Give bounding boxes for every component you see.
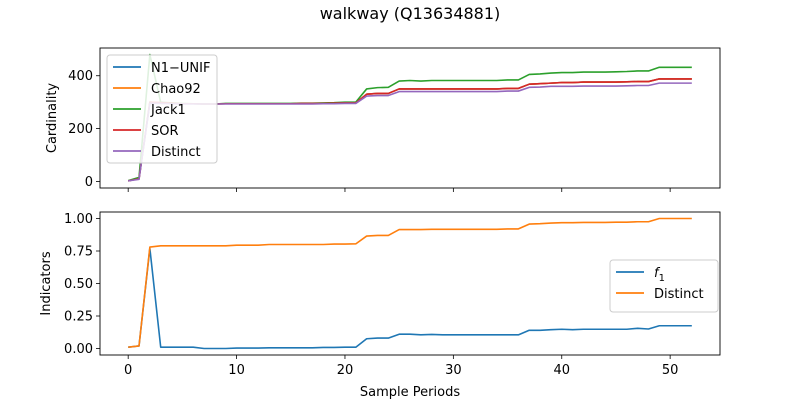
legend-box (609, 259, 719, 313)
x-tick-label: 10 (228, 363, 245, 378)
y-tick-label: 200 (68, 122, 93, 137)
x-tick-label: 20 (337, 363, 354, 378)
legend-label: Chao92 (151, 82, 201, 97)
y-tick-label: 1.00 (64, 212, 93, 227)
legend: N1−UNIF Chao92 Jack1 SOR Distinct (106, 54, 218, 164)
y-tick-label: 0.00 (64, 342, 93, 357)
y-tick-label: 400 (68, 69, 93, 84)
legend-box (106, 54, 218, 164)
y-axis-label: Indicators (39, 251, 54, 315)
indicators-panel: 0 10 20 30 40 50 0.00 0.25 0.50 0.75 1.00 Indicator… (39, 211, 721, 400)
series-line-f1 (128, 247, 692, 350)
y-tick-label: 0 (85, 175, 93, 190)
legend: f1 Distinct (609, 259, 719, 313)
x-tick-label: 40 (553, 363, 570, 378)
x-tick-label: 0 (124, 363, 132, 378)
y-tick-label: 0.50 (64, 277, 93, 292)
axes-frame (99, 47, 721, 189)
x-tick-label: 50 (662, 363, 679, 378)
x-tick-label: 30 (445, 363, 462, 378)
legend-label: Distinct (654, 287, 704, 302)
y-tick-label: 0.25 (64, 310, 93, 325)
figure-title: walkway (Q13634881) (320, 4, 501, 23)
legend-label: N1−UNIF (151, 61, 210, 76)
y-tick-label: 0.75 (64, 245, 93, 260)
legend-label: Distinct (151, 145, 201, 160)
legend-label: f1 (654, 266, 665, 284)
series-line-distinct (128, 217, 692, 348)
cardinality-panel: 0 200 400 Cardinality N1−UNIF Chao92 Jack1 SOR D… (45, 47, 721, 192)
legend-label: Jack1 (150, 103, 186, 118)
series-line-distinct (128, 82, 692, 182)
legend-label: SOR (151, 124, 179, 139)
x-axis-label: Sample Periods (360, 385, 460, 400)
y-axis-label: Cardinality (45, 83, 60, 154)
